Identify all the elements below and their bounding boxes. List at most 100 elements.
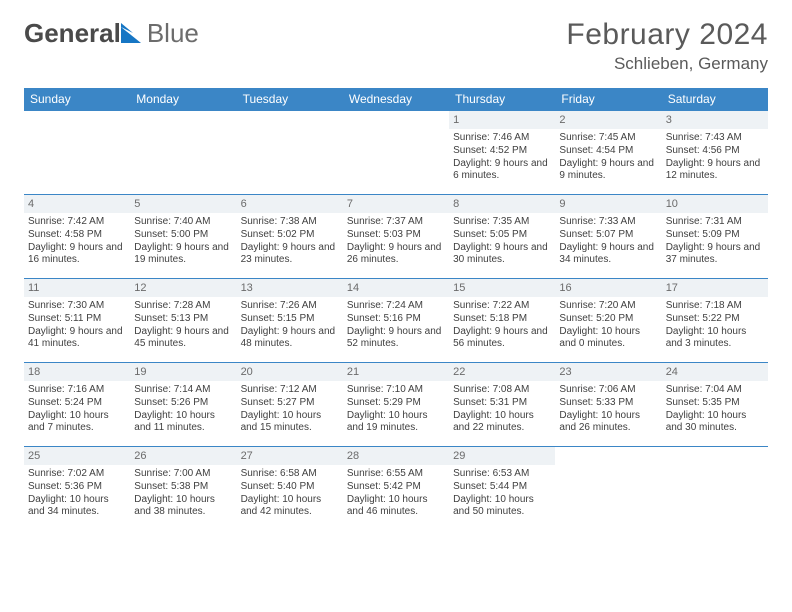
daylight-line: Daylight: 10 hours and 0 minutes. [559,326,657,352]
sunset-line: Sunset: 5:11 PM [28,313,126,326]
sunrise-line: Sunrise: 7:18 AM [666,300,764,313]
daylight-line: Daylight: 9 hours and 6 minutes. [453,158,551,184]
daylight-line: Daylight: 9 hours and 12 minutes. [666,158,764,184]
calendar-cell [662,447,768,531]
sunrise-line: Sunrise: 7:00 AM [134,468,232,481]
calendar-cell: 24Sunrise: 7:04 AMSunset: 5:35 PMDayligh… [662,363,768,447]
sunrise-line: Sunrise: 7:33 AM [559,216,657,229]
calendar-row: 1Sunrise: 7:46 AMSunset: 4:52 PMDaylight… [24,111,768,195]
sunset-line: Sunset: 5:16 PM [347,313,445,326]
daylight-line: Daylight: 9 hours and 23 minutes. [241,242,339,268]
calendar-cell: 5Sunrise: 7:40 AMSunset: 5:00 PMDaylight… [130,195,236,279]
sunset-line: Sunset: 5:27 PM [241,397,339,410]
sunset-line: Sunset: 5:05 PM [453,229,551,242]
calendar-cell: 28Sunrise: 6:55 AMSunset: 5:42 PMDayligh… [343,447,449,531]
sunrise-line: Sunrise: 7:40 AM [134,216,232,229]
day-number: 10 [662,195,768,213]
weekday-header: Tuesday [237,88,343,111]
daylight-line: Daylight: 10 hours and 42 minutes. [241,494,339,520]
daylight-line: Daylight: 10 hours and 19 minutes. [347,410,445,436]
calendar-cell: 14Sunrise: 7:24 AMSunset: 5:16 PMDayligh… [343,279,449,363]
weekday-header: Thursday [449,88,555,111]
day-number: 8 [449,195,555,213]
day-number: 18 [24,363,130,381]
daylight-line: Daylight: 9 hours and 30 minutes. [453,242,551,268]
day-number: 21 [343,363,449,381]
sunrise-line: Sunrise: 7:02 AM [28,468,126,481]
title-month: February 2024 [566,18,768,52]
calendar-cell: 3Sunrise: 7:43 AMSunset: 4:56 PMDaylight… [662,111,768,195]
day-number: 15 [449,279,555,297]
calendar-cell: 19 Sunrise: 7:14 AMSunset: 5:26 PMDayligh… [130,363,236,447]
calendar-cell: 12Sunrise: 7:28 AMSunset: 5:13 PMDayligh… [130,279,236,363]
calendar-cell: 13Sunrise: 7:26 AMSunset: 5:15 PMDayligh… [237,279,343,363]
sunset-line: Sunset: 5:40 PM [241,481,339,494]
sunset-line: Sunset: 5:03 PM [347,229,445,242]
day-number: 2 [555,111,661,129]
daylight-line: Daylight: 9 hours and 41 minutes. [28,326,126,352]
sunrise-line: Sunrise: 7:38 AM [241,216,339,229]
daylight-line: Daylight: 9 hours and 26 minutes. [347,242,445,268]
calendar-cell [343,111,449,195]
sunset-line: Sunset: 5:38 PM [134,481,232,494]
calendar-cell [555,447,661,531]
calendar-cell [130,111,236,195]
sunset-line: Sunset: 5:35 PM [666,397,764,410]
calendar-cell: 17Sunrise: 7:18 AMSunset: 5:22 PMDayligh… [662,279,768,363]
day-number: 28 [343,447,449,465]
sunrise-line: Sunrise: 7:35 AM [453,216,551,229]
day-number: 26 [130,447,236,465]
sunrise-line: Sunrise: 7:43 AM [666,132,764,145]
sunset-line: Sunset: 5:29 PM [347,397,445,410]
day-number: 23 [555,363,661,381]
sunrise-line: Sunrise: 7:20 AM [559,300,657,313]
weekday-header: Wednesday [343,88,449,111]
calendar-cell: 16Sunrise: 7:20 AMSunset: 5:20 PMDayligh… [555,279,661,363]
sunrise-line: Sunrise: 7:46 AM [453,132,551,145]
sunrise-line: Sunrise: 7:22 AM [453,300,551,313]
day-number: 25 [24,447,130,465]
calendar-row: 18Sunrise: 7:16 AMSunset: 5:24 PMDayligh… [24,363,768,447]
calendar-cell: 25Sunrise: 7:02 AMSunset: 5:36 PMDayligh… [24,447,130,531]
sunrise-line: Sunrise: 7:28 AM [134,300,232,313]
sunrise-line: Sunrise: 6:53 AM [453,468,551,481]
weekday-header: Sunday [24,88,130,111]
sunset-line: Sunset: 5:26 PM [134,397,232,410]
calendar-cell: 9Sunrise: 7:33 AMSunset: 5:07 PMDaylight… [555,195,661,279]
daylight-line: Daylight: 9 hours and 19 minutes. [134,242,232,268]
day-number: 3 [662,111,768,129]
daylight-line: Daylight: 10 hours and 34 minutes. [28,494,126,520]
daylight-line: Daylight: 9 hours and 48 minutes. [241,326,339,352]
calendar-cell: 11Sunrise: 7:30 AMSunset: 5:11 PMDayligh… [24,279,130,363]
daylight-line: Daylight: 10 hours and 30 minutes. [666,410,764,436]
header: General Blue February 2024 Schlieben, Ge… [24,18,768,74]
calendar-page: General Blue February 2024 Schlieben, Ge… [0,0,792,548]
calendar-cell: 22Sunrise: 7:08 AMSunset: 5:31 PMDayligh… [449,363,555,447]
daylight-line: Daylight: 10 hours and 22 minutes. [453,410,551,436]
title-block: February 2024 Schlieben, Germany [566,18,768,74]
sunrise-line: Sunrise: 7:14 AM [134,384,232,397]
calendar-cell [24,111,130,195]
calendar-cell: 20Sunrise: 7:12 AMSunset: 5:27 PMDayligh… [237,363,343,447]
sunrise-line: Sunrise: 7:31 AM [666,216,764,229]
day-number: 11 [24,279,130,297]
daylight-line: Daylight: 10 hours and 11 minutes. [134,410,232,436]
sunset-line: Sunset: 4:58 PM [28,229,126,242]
day-number: 7 [343,195,449,213]
sunset-line: Sunset: 5:31 PM [453,397,551,410]
daylight-line: Daylight: 9 hours and 16 minutes. [28,242,126,268]
calendar-cell: 6Sunrise: 7:38 AMSunset: 5:02 PMDaylight… [237,195,343,279]
calendar-cell: 29Sunrise: 6:53 AMSunset: 5:44 PMDayligh… [449,447,555,531]
calendar-row: 25Sunrise: 7:02 AMSunset: 5:36 PMDayligh… [24,447,768,531]
calendar-cell: 26Sunrise: 7:00 AMSunset: 5:38 PMDayligh… [130,447,236,531]
title-location: Schlieben, Germany [566,54,768,74]
calendar-cell: 8 Sunrise: 7:35 AMSunset: 5:05 PMDaylight… [449,195,555,279]
daylight-line: Daylight: 9 hours and 37 minutes. [666,242,764,268]
day-number: 19 [130,363,236,381]
daylight-line: Daylight: 9 hours and 52 minutes. [347,326,445,352]
calendar-cell: 7Sunrise: 7:37 AMSunset: 5:03 PMDaylight… [343,195,449,279]
daylight-line: Daylight: 10 hours and 26 minutes. [559,410,657,436]
daylight-line: Daylight: 9 hours and 56 minutes. [453,326,551,352]
sunset-line: Sunset: 5:07 PM [559,229,657,242]
calendar-cell: 18Sunrise: 7:16 AMSunset: 5:24 PMDayligh… [24,363,130,447]
